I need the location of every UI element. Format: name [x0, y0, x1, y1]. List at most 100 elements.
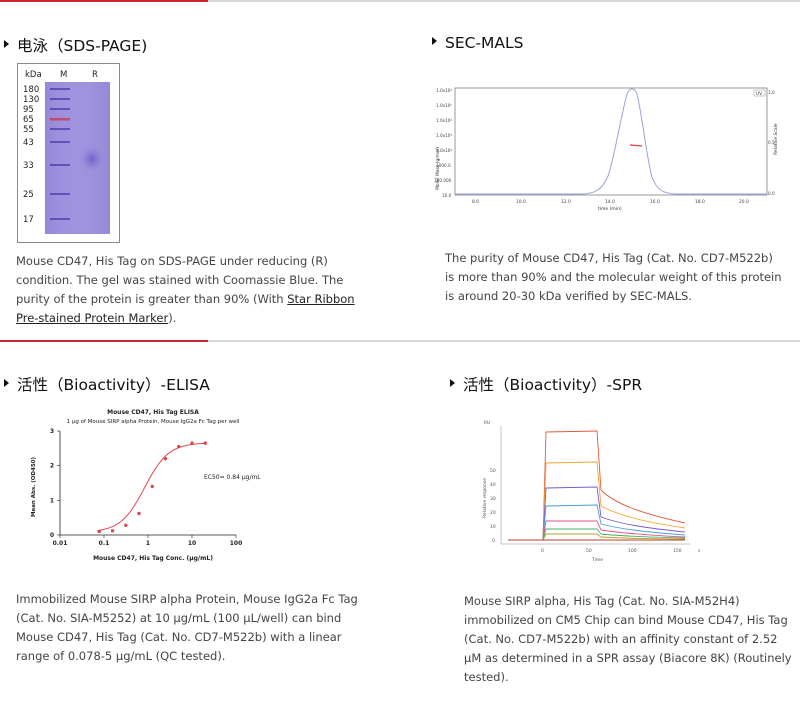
elisa-fit-curve — [97, 442, 208, 532]
svg-text:0.0: 0.0 — [768, 191, 775, 196]
spr-xticks: 0 50 100 150 — [541, 548, 682, 554]
gel-lane-kda-label: kDa — [25, 70, 42, 80]
svg-text:30: 30 — [490, 496, 496, 502]
sec-y2ticks: 1.0 0.5 0.0 — [768, 90, 775, 196]
svg-text:20.0: 20.0 — [739, 199, 749, 205]
svg-text:1.0x10⁴: 1.0x10⁴ — [436, 133, 452, 138]
sec-xticks: 8.0 10.0 12.0 14.0 16.0 18.0 20.0 — [472, 199, 749, 205]
sec-y2label: Relative Scale — [773, 123, 779, 155]
svg-text:0.5: 0.5 — [768, 140, 775, 145]
svg-text:20: 20 — [490, 510, 496, 516]
elisa-x-tick-label: 0.01 — [53, 540, 68, 547]
svg-text:8.0: 8.0 — [472, 199, 479, 205]
elisa-data-point — [137, 511, 141, 516]
sds-desc-text: Mouse CD47, His Tag on SDS-PAGE under re… — [16, 254, 344, 306]
svg-text:10.0: 10.0 — [516, 199, 526, 205]
marker-130: 130 — [23, 95, 39, 105]
elisa-chart: Mouse CD47, His Tag ELISA 1 μg of Mouse … — [18, 404, 298, 570]
spr-sensorgrams — [508, 430, 686, 541]
sec-mals-heading: SEC-MALS — [432, 34, 524, 52]
sds-gel-image: kDa M R 180 130 95 65 55 43 33 25 17 — [17, 63, 120, 243]
marker-labels: 180 130 95 65 55 43 33 25 17 — [23, 85, 39, 225]
elisa-x-tick-label: 0.1 — [99, 540, 110, 547]
sds-page-heading: 电泳（SDS-PAGE) — [4, 34, 147, 56]
section-divider-accent — [0, 340, 208, 342]
svg-text:150: 150 — [673, 548, 682, 554]
marker-25: 25 — [23, 190, 34, 200]
sec-xlabel: time (min) — [598, 206, 622, 212]
svg-text:1.0x10⁶: 1.0x10⁶ — [436, 88, 452, 93]
elisa-y-tick-label: 2 — [50, 463, 54, 470]
spr-heading: 活性（Bioactivity）-SPR — [450, 373, 642, 395]
section-divider — [0, 340, 800, 342]
svg-text:12.0: 12.0 — [561, 199, 571, 205]
svg-text:50: 50 — [490, 468, 496, 474]
elisa-y-tick-label: 0 — [50, 532, 54, 539]
sec-mals-title: SEC-MALS — [445, 34, 524, 52]
elisa-svg: Mouse CD47, His Tag ELISA 1 μg of Mouse … — [31, 409, 261, 562]
elisa-x-tick-label: 10 — [188, 540, 196, 547]
svg-text:10: 10 — [490, 524, 496, 530]
spr-xlabel: Time — [591, 557, 603, 563]
elisa-axes: 0.01 0.1 1 10 100 0 1 2 3 — [50, 428, 242, 547]
svg-text:10.0: 10.0 — [442, 193, 452, 198]
sec-mals-description: The purity of Mouse CD47, His Tag (Cat. … — [445, 251, 782, 303]
elisa-ec50-annotation: EC50= 0.84 μg/mL — [204, 474, 261, 481]
spr-yunit: RU — [484, 420, 490, 426]
sds-page-description: Mouse CD47, His Tag on SDS-PAGE under re… — [16, 252, 356, 328]
elisa-data-point — [177, 444, 181, 449]
elisa-data-point — [190, 441, 194, 445]
svg-text:100.000: 100.000 — [434, 178, 452, 183]
elisa-data-point — [203, 441, 207, 445]
spr-title: 活性（Bioactivity）-SPR — [463, 376, 643, 394]
gel-svg: kDa M R 180 130 95 65 55 43 33 25 17 — [23, 70, 110, 234]
bullet-triangle-icon — [432, 37, 437, 45]
elisa-data-point — [150, 484, 154, 489]
gel-lane-r-label: R — [92, 70, 98, 80]
sds-desc-end: ). — [168, 311, 177, 325]
marker-180: 180 — [23, 85, 39, 95]
elisa-y-tick-label: 1 — [50, 497, 54, 504]
sec-mals-svg: Molar Mass (g/mol) Relative Scale 1.0x10… — [434, 87, 779, 212]
svg-text:40: 40 — [490, 482, 496, 488]
spr-chart: RU Relative response 0 10 20 30 40 50 0 … — [480, 418, 710, 570]
svg-text:18.0: 18.0 — [695, 199, 705, 205]
sec-legend-box — [753, 89, 766, 97]
star-ribbon-marker-link[interactable]: Star Ribbon Pre-stained Protein Marker — [16, 292, 355, 325]
spr-ylabel: Relative response — [482, 478, 488, 518]
elisa-points — [97, 441, 207, 534]
elisa-description: Immobilized Mouse SIRP alpha Protein, Mo… — [16, 592, 358, 663]
elisa-heading: 活性（Bioactivity）-ELISA — [4, 373, 210, 395]
sec-ylabel: Molar Mass (g/mol) — [435, 147, 441, 190]
elisa-chart-title: Mouse CD47, His Tag ELISA — [107, 409, 199, 416]
elisa-ylabel: Mean Abs. (OD450) — [31, 457, 37, 517]
svg-text:0: 0 — [541, 548, 544, 554]
svg-text:1000.0: 1000.0 — [436, 163, 451, 168]
bullet-triangle-icon — [4, 40, 9, 48]
marker-43: 43 — [23, 138, 34, 148]
bullet-triangle-icon — [450, 379, 455, 387]
sec-uv-trace — [455, 88, 767, 195]
svg-text:1.0x10⁴: 1.0x10⁴ — [436, 118, 452, 123]
svg-text:1.0x10⁴: 1.0x10⁴ — [436, 148, 452, 153]
sample-band — [80, 146, 104, 172]
sds-page-title: 电泳（SDS-PAGE) — [17, 37, 148, 55]
elisa-title: 活性（Bioactivity）-ELISA — [17, 376, 210, 394]
svg-text:50: 50 — [586, 548, 592, 554]
spr-xunit: s — [698, 549, 701, 554]
sec-molar-mass-segment — [629, 144, 643, 147]
marker-33: 33 — [23, 161, 34, 171]
svg-text:100: 100 — [628, 548, 637, 554]
marker-lane-bands — [50, 88, 70, 220]
spr-yticks: 0 10 20 30 40 50 — [490, 468, 496, 544]
elisa-xlabel: Mouse CD47, His Tag Conc. (μg/mL) — [93, 555, 213, 562]
spr-svg: RU Relative response 0 10 20 30 40 50 0 … — [482, 420, 701, 563]
sec-yticks: 1.0x10⁶ 1.0x10⁵ 1.0x10⁴ 1.0x10⁴ 1.0x10⁴ … — [434, 88, 452, 198]
marker-17: 17 — [23, 215, 34, 225]
sec-legend-text: UV — [756, 91, 762, 96]
bullet-triangle-icon — [4, 379, 9, 387]
elisa-data-point — [110, 529, 115, 533]
sec-plot-frame — [454, 87, 768, 196]
top-divider-accent — [0, 0, 208, 2]
elisa-y-tick-label: 3 — [50, 428, 54, 435]
